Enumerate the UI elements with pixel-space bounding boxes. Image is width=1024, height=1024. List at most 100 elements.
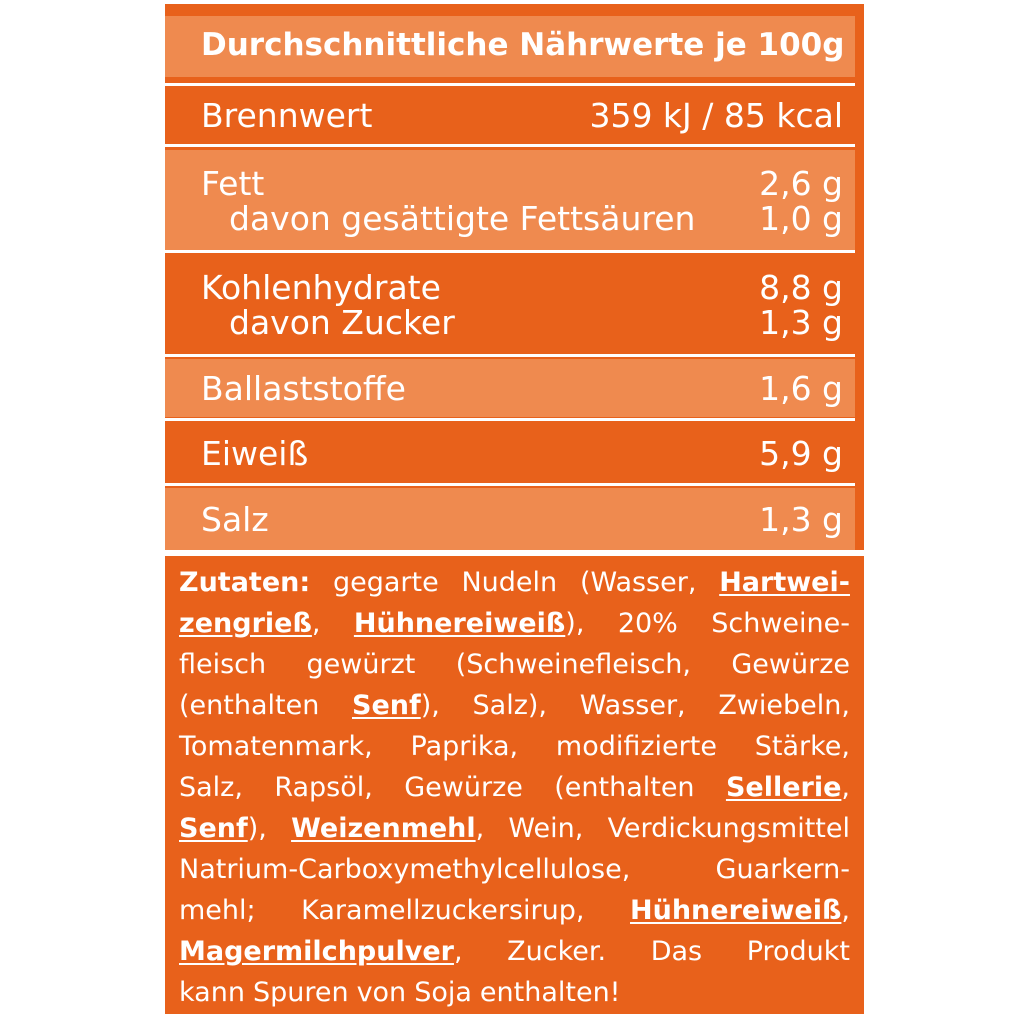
- ingredients-text: (enthalten: [554, 772, 695, 803]
- ingredients-word: Verdickungsmittel: [608, 808, 850, 849]
- ingredients-text: kann: [179, 977, 245, 1008]
- ingredients-word: Salz),: [473, 685, 547, 726]
- allergen-text: Hühnereiweiß: [630, 895, 842, 926]
- ingredients-text: Zucker.: [507, 936, 607, 967]
- ingredients-line: fleisch gewürzt (Schweinefleisch, Gewürze: [179, 644, 850, 685]
- ingredients-word: Senf),: [352, 685, 440, 726]
- ingredients-text: Paprika,: [410, 731, 519, 762]
- allergen-text: Senf: [352, 690, 421, 721]
- ingredients-text: Zwiebeln,: [718, 690, 850, 721]
- sugar-label: davon Zucker: [229, 303, 455, 342]
- ingredients-text: enthalten!: [479, 977, 621, 1008]
- salt-value: 1,3 g: [759, 500, 843, 539]
- ingredients-text: ,: [453, 936, 463, 967]
- ingredients-line: Magermilchpulver, Zucker. Das Produkt: [179, 931, 850, 972]
- ingredients-text: Rapsöl,: [274, 772, 373, 803]
- ingredients-text: Wasser,: [579, 690, 686, 721]
- sugar-value: 1,3 g: [759, 303, 843, 342]
- ingredients-word: (Wasser,: [580, 562, 696, 603]
- fat-row: Fett 2,6 g davon gesättigte Fettsäuren 1…: [165, 150, 855, 250]
- ingredients-word: Magermilchpulver,: [179, 931, 463, 972]
- ingredients-text: ,: [841, 772, 850, 803]
- ingredients-word: Schweine-: [711, 603, 850, 644]
- ingredients-word: Zutaten:: [179, 562, 310, 603]
- ingredients-word: enthalten!: [480, 972, 621, 1013]
- ingredients-text: ),: [565, 608, 585, 639]
- ingredients-text: von: [356, 977, 407, 1008]
- ingredients-text: ,: [475, 813, 485, 844]
- ingredients-line: Senf), Weizenmehl, Wein, Verdickungsmittel: [179, 808, 850, 849]
- separator: [165, 250, 855, 253]
- ingredients-text: modifizierte: [555, 731, 717, 762]
- ingredients-word: Zwiebeln,: [718, 685, 850, 726]
- ingredients-word: zengrieß,: [179, 603, 320, 644]
- ingredients-word: 20%: [618, 603, 678, 644]
- ingredients-word: Senf),: [179, 808, 267, 849]
- ingredients-text: Gewürze: [731, 649, 850, 680]
- ingredients-line: mehl; Karamellzuckersirup, Hühnereiweiß,: [179, 890, 850, 931]
- protein-row: Eiweiß 5,9 g: [165, 422, 855, 482]
- ingredients-word: Salz,: [179, 767, 243, 808]
- ingredients-word: Sellerie,: [726, 767, 850, 808]
- allergen-text: Magermilchpulver: [179, 936, 454, 967]
- ingredients-word: von: [357, 972, 407, 1013]
- separator: [165, 483, 855, 486]
- ingredients-panel: Zutaten: gegarte Nudeln (Wasser, Hartwei-zen…: [165, 556, 864, 1014]
- nutrition-header: Durchschnittliche Nährwerte je 100g: [201, 27, 845, 63]
- ingredients-word: Weizenmehl,: [291, 808, 484, 849]
- ingredients-text: ,: [311, 608, 321, 639]
- energy-value: 359 kJ / 85 kcal: [589, 96, 843, 135]
- ingredients-word: Produkt: [747, 931, 850, 972]
- allergen-text: Sellerie: [725, 772, 842, 803]
- allergen-text: Hühnereiweiß: [353, 608, 566, 639]
- ingredients-text: fleisch: [179, 649, 267, 680]
- ingredients-word: Nudeln: [461, 562, 557, 603]
- ingredients-word: fleisch: [179, 644, 266, 685]
- ingredients-text: Das: [650, 936, 703, 967]
- ingredients-word: Stärke,: [755, 726, 850, 767]
- ingredients-text: (enthalten: [179, 690, 320, 721]
- allergen-text: Weizenmehl: [291, 813, 476, 844]
- ingredients-text: Gewürze: [404, 772, 523, 803]
- ingredients-text: Verdickungsmittel: [607, 813, 850, 844]
- saturated-fat-value: 1,0 g: [759, 199, 843, 238]
- ingredients-word: Wasser,: [580, 685, 686, 726]
- ingredients-text: mehl;: [179, 895, 256, 926]
- ingredients-word: (Schweinefleisch,: [456, 644, 691, 685]
- ingredients-text: Schweine-: [711, 608, 850, 639]
- separator: [165, 83, 855, 86]
- ingredients-text: Spuren: [252, 977, 349, 1008]
- ingredients-word: Tomatenmark,: [179, 726, 373, 767]
- protein-label: Eiweiß: [201, 434, 309, 473]
- allergen-text: Senf: [179, 813, 248, 844]
- fat-value: 2,6 g: [759, 164, 843, 203]
- carbs-row: Kohlenhydrate 8,8 g davon Zucker 1,3 g: [165, 254, 855, 354]
- ingredients-word: Guarkern-: [716, 849, 850, 890]
- ingredients-text: (Schweinefleisch,: [455, 649, 691, 680]
- protein-value: 5,9 g: [759, 434, 843, 473]
- separator: [165, 418, 855, 421]
- separator: [165, 354, 855, 357]
- ingredients-word: Gewürze: [404, 767, 523, 808]
- ingredients-word: Hartwei-: [719, 562, 850, 603]
- ingredients-text: ),: [420, 690, 440, 721]
- ingredients-word: Paprika,: [411, 726, 519, 767]
- ingredients-word: Spuren: [253, 972, 349, 1013]
- ingredients-word: Das: [651, 931, 702, 972]
- ingredients-text: ),: [247, 813, 267, 844]
- ingredients-line: (enthalten Senf), Salz), Wasser, Zwiebeln,: [179, 685, 850, 726]
- ingredients-word: Hühnereiweiß),: [354, 603, 585, 644]
- allergen-text: zengrieß: [179, 608, 312, 639]
- ingredients-text: Soja: [414, 977, 472, 1008]
- ingredients-text: 20%: [617, 608, 678, 639]
- ingredients-line: Zutaten: gegarte Nudeln (Wasser, Hartwei-: [179, 562, 850, 603]
- ingredients-line: Tomatenmark, Paprika, modifizierte Stärke,: [179, 726, 850, 767]
- fiber-row: Ballaststoffe 1,6 g: [165, 359, 855, 417]
- ingredients-text: Stärke,: [754, 731, 850, 762]
- fat-label: Fett: [201, 164, 265, 203]
- saturated-fat-label: davon gesättigte Fettsäuren: [229, 199, 696, 238]
- ingredients-title: Zutaten:: [179, 567, 311, 598]
- nutrition-table: Durchschnittliche Nährwerte je 100g Bren…: [165, 4, 864, 550]
- ingredients-text: ,: [841, 895, 850, 926]
